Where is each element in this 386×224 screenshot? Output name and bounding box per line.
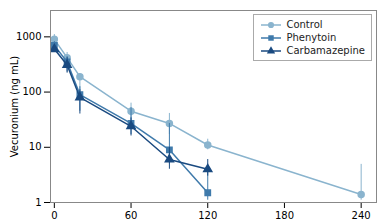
html-text:Carbamazepine: Carbamazepine	[286, 45, 365, 56]
html-text:Phenytoin: Phenytoin	[286, 32, 337, 43]
svg-text:120: 120	[198, 210, 217, 221]
svg-text:10: 10	[29, 141, 42, 152]
svg-text:0: 0	[51, 210, 57, 221]
svg-text:60: 60	[125, 210, 138, 221]
svg-text:180: 180	[275, 210, 294, 221]
svg-text:240: 240	[352, 210, 371, 221]
html-text:Control: Control	[286, 19, 323, 30]
svg-text:Vecuronium (ng mL): Vecuronium (ng mL)	[9, 56, 20, 158]
svg-text:1: 1	[35, 197, 41, 208]
svg-text:1000: 1000	[16, 31, 41, 42]
svg-text:100: 100	[22, 86, 41, 97]
